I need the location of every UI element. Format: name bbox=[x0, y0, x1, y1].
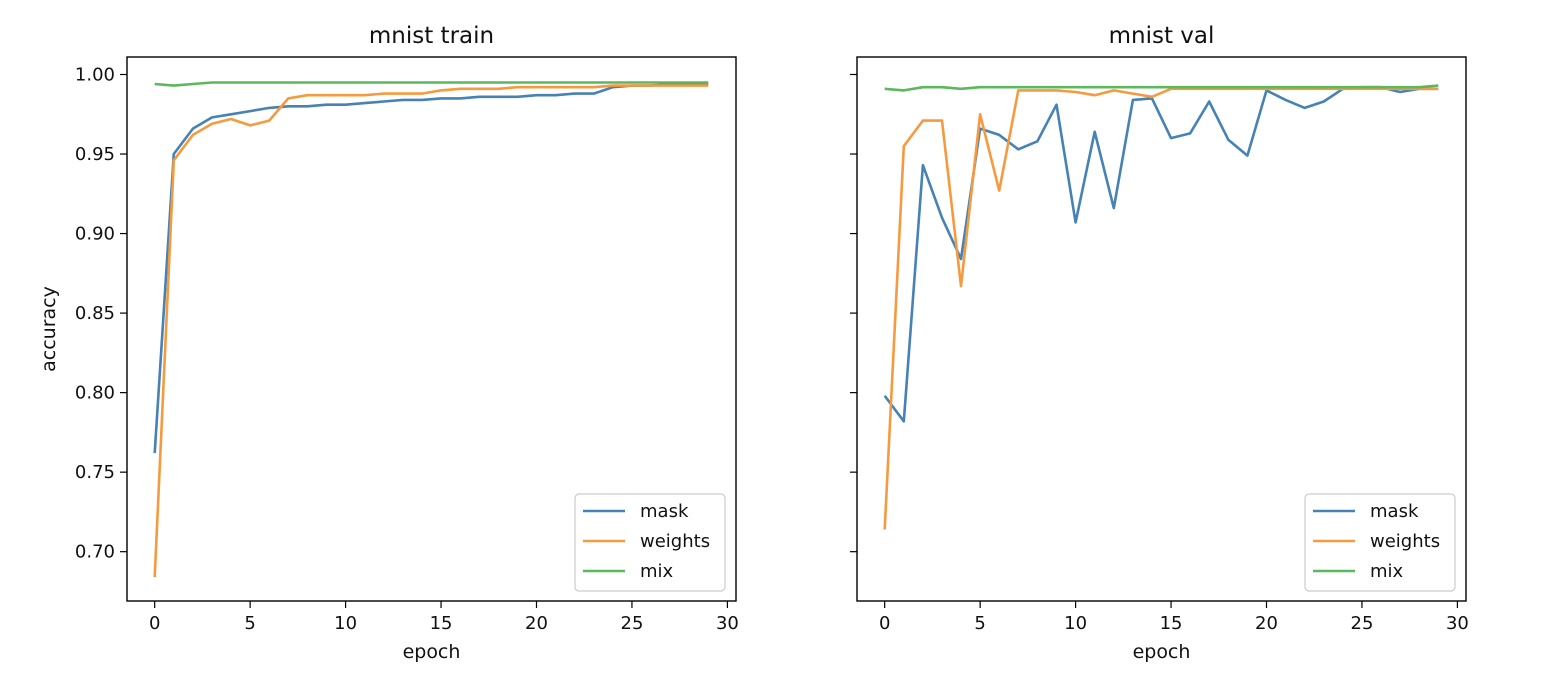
plot-frame bbox=[856, 56, 1467, 602]
x-tick-label: 20 bbox=[1255, 613, 1278, 634]
x-axis-label: epoch bbox=[403, 641, 461, 663]
series-line-mix bbox=[154, 81, 709, 87]
x-tick-label: 30 bbox=[1446, 613, 1469, 634]
series-line-mask bbox=[883, 85, 1439, 423]
x-tick-label: 30 bbox=[716, 613, 739, 634]
y-tick-label: 0.90 bbox=[75, 224, 115, 245]
x-tick-label: 15 bbox=[1160, 613, 1183, 634]
x-tick-label: 15 bbox=[430, 613, 453, 634]
y-tick-label: 0.75 bbox=[75, 462, 115, 483]
val-chart-panel: 0 5 10 15 20 25 30 mnist val epoch mask weights mix bbox=[850, 23, 1469, 663]
x-tick-label: 20 bbox=[525, 613, 548, 634]
legend-label-weights: weights bbox=[1370, 531, 1440, 552]
series-line-weights bbox=[153, 84, 709, 578]
series-line-mask bbox=[153, 82, 709, 454]
x-axis-label: epoch bbox=[1133, 641, 1191, 663]
x-tick-label: 25 bbox=[621, 613, 644, 634]
chart-title: mnist train bbox=[369, 23, 494, 49]
legend-box bbox=[574, 493, 726, 592]
legend-box bbox=[1304, 493, 1456, 592]
y-tick-label: 0.70 bbox=[75, 542, 115, 563]
x-tick-label: 0 bbox=[879, 613, 890, 634]
x-tick-label: 10 bbox=[1064, 613, 1087, 634]
series-line-weights bbox=[883, 87, 1439, 530]
y-tick-label: 0.85 bbox=[75, 303, 115, 324]
y-tick-label: 0.95 bbox=[75, 144, 115, 165]
legend-label-mask: mask bbox=[1370, 501, 1419, 522]
chart-title: mnist val bbox=[1109, 23, 1215, 49]
legend: mask weights mix bbox=[574, 493, 726, 592]
x-tick-label: 10 bbox=[334, 613, 357, 634]
y-axis-label: accuracy bbox=[38, 286, 60, 372]
x-tick-label: 25 bbox=[1351, 613, 1374, 634]
legend: mask weights mix bbox=[1304, 493, 1456, 592]
x-tick-label: 5 bbox=[244, 613, 255, 634]
legend-label-mix: mix bbox=[1370, 561, 1404, 582]
y-tick-label: 0.80 bbox=[75, 383, 115, 404]
legend-label-weights: weights bbox=[640, 531, 710, 552]
legend-label-mix: mix bbox=[640, 561, 674, 582]
x-tick-label: 0 bbox=[149, 613, 160, 634]
plot-frame bbox=[126, 56, 737, 602]
series-line-mix bbox=[884, 84, 1439, 92]
train-chart-panel: 0 5 10 15 20 25 30 0.70 0.75 0.80 0.85 0.90 0.95 1.00… bbox=[38, 23, 739, 663]
x-tick-label: 5 bbox=[974, 613, 985, 634]
legend-label-mask: mask bbox=[640, 501, 689, 522]
y-tick-label: 1.00 bbox=[75, 64, 115, 85]
